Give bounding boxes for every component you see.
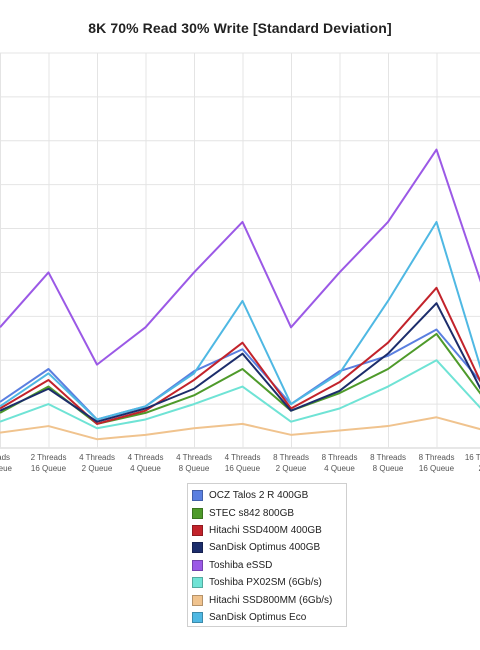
x-tick-label: 8 Queue xyxy=(373,464,404,473)
series-line-0 xyxy=(0,328,480,421)
legend-swatch xyxy=(192,577,203,589)
x-tick-label: reads xyxy=(0,453,10,462)
chart-grid xyxy=(0,52,480,449)
legend-swatch xyxy=(192,490,203,502)
series-line-6 xyxy=(0,416,480,441)
legend-swatch xyxy=(192,542,203,554)
x-tick-label: 2 Q xyxy=(479,464,480,473)
x-tick-label: 8 Threads xyxy=(419,453,455,462)
legend-swatch xyxy=(192,507,203,519)
x-tick-label: 4 Threads xyxy=(225,453,261,462)
x-tick-label: 4 Threads xyxy=(79,453,115,462)
x-tick-label: 2 Threads xyxy=(31,453,67,462)
legend-item[interactable]: Toshiba eSSD xyxy=(192,557,346,574)
x-tick-label: 2 Queue xyxy=(82,464,113,473)
x-tick-label: 8 Threads xyxy=(322,453,358,462)
legend-label: SanDisk Optimus 400GB xyxy=(209,542,321,554)
legend-label: STEC s842 800GB xyxy=(209,507,295,519)
line-chart: reads Queue 2 Threads 16 Queue 4 Threads 2 Qu… xyxy=(0,52,480,473)
legend-label: Hitachi SSD400M 400GB xyxy=(209,524,322,536)
x-axis-tick-labels: reads Queue 2 Threads 16 Queue 4 Threads 2 Qu… xyxy=(0,453,480,473)
legend-item[interactable]: STEC s842 800GB xyxy=(192,504,346,521)
x-tick-label: 8 Threads xyxy=(273,453,309,462)
legend-swatch xyxy=(192,559,203,571)
x-tick-label: 4 Queue xyxy=(130,464,161,473)
legend-swatch xyxy=(192,611,203,623)
series-line-5 xyxy=(0,359,480,430)
x-tick-label: 16 Queue xyxy=(31,464,67,473)
legend-item[interactable]: OCZ Talos 2 R 400GB xyxy=(192,487,346,504)
x-tick-label: 4 Queue xyxy=(324,464,355,473)
legend-item[interactable]: Hitachi SSD800MM (6Gb/s) xyxy=(192,591,346,608)
series-line-3 xyxy=(0,302,480,423)
legend-swatch xyxy=(192,594,203,606)
legend-label: OCZ Talos 2 R 400GB xyxy=(209,490,309,502)
x-tick-label: 16 Queue xyxy=(419,464,455,473)
x-tick-label: Queue xyxy=(0,464,13,473)
x-tick-label: 2 Queue xyxy=(276,464,307,473)
legend-label: Hitachi SSD800MM (6Gb/s) xyxy=(209,594,333,606)
legend-item[interactable]: SanDisk Optimus Eco xyxy=(192,609,346,626)
series-line-2 xyxy=(0,286,480,425)
series-line-7 xyxy=(0,220,480,421)
x-tick-label: 4 Threads xyxy=(176,453,212,462)
series-line-4 xyxy=(0,148,480,366)
x-tick-label: 16 Threads xyxy=(465,453,480,462)
legend-item[interactable]: Toshiba PX02SM (6Gb/s) xyxy=(192,574,346,591)
chart-title: 8K 70% Read 30% Write [Standard Deviatio… xyxy=(88,20,392,36)
legend-swatch xyxy=(192,524,203,536)
legend-label: Toshiba eSSD xyxy=(209,559,273,571)
series-line-1 xyxy=(0,332,480,425)
x-tick-label: 4 Threads xyxy=(128,453,164,462)
legend-item[interactable]: SanDisk Optimus 400GB xyxy=(192,539,346,556)
x-tick-label: 8 Queue xyxy=(179,464,210,473)
legend-item[interactable]: Hitachi SSD400M 400GB xyxy=(192,522,346,539)
chart-lines xyxy=(0,148,480,441)
x-tick-label: 8 Threads xyxy=(370,453,406,462)
legend-label: Toshiba PX02SM (6Gb/s) xyxy=(209,577,322,589)
x-tick-label: 16 Queue xyxy=(225,464,261,473)
chart-legend: OCZ Talos 2 R 400GB STEC s842 800GB Hitach… xyxy=(187,483,347,627)
legend-label: SanDisk Optimus Eco xyxy=(209,611,307,623)
